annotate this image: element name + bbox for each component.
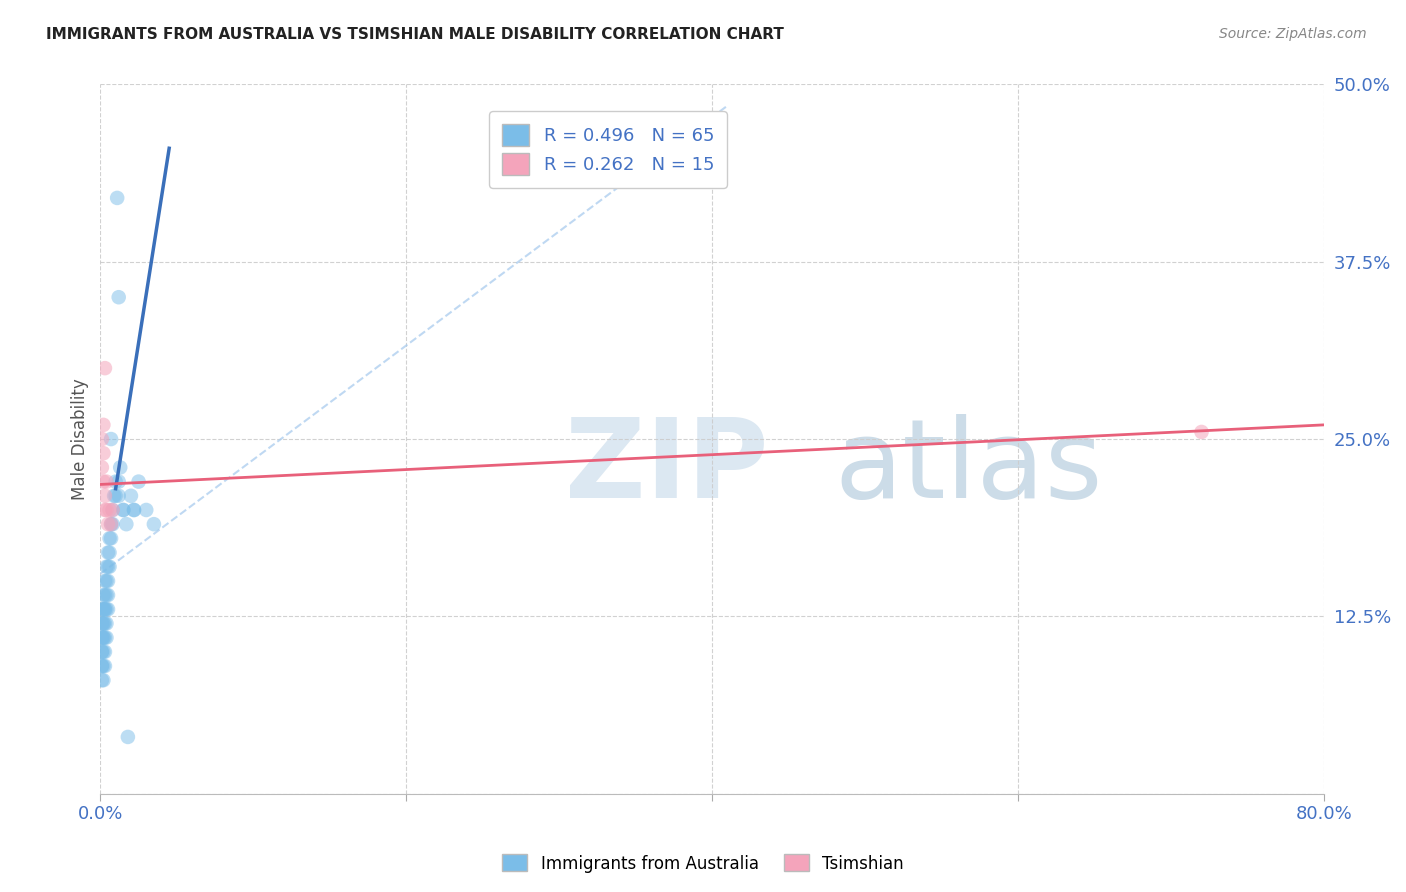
Point <box>96 574 118 588</box>
Point <box>93 616 115 631</box>
Point <box>101 503 124 517</box>
Point <box>94 659 117 673</box>
Point <box>93 659 115 673</box>
Point <box>101 503 124 517</box>
Point <box>94 361 117 376</box>
Point <box>90 432 112 446</box>
Point <box>100 432 122 446</box>
Point <box>98 503 121 517</box>
Legend: Immigrants from Australia, Tsimshian: Immigrants from Australia, Tsimshian <box>496 847 910 880</box>
Point <box>94 631 117 645</box>
Legend: R = 0.496   N = 65, R = 0.262   N = 15: R = 0.496 N = 65, R = 0.262 N = 15 <box>489 112 727 187</box>
Point <box>97 545 120 559</box>
Point <box>90 460 112 475</box>
Text: IMMIGRANTS FROM AUSTRALIA VS TSIMSHIAN MALE DISABILITY CORRELATION CHART: IMMIGRANTS FROM AUSTRALIA VS TSIMSHIAN M… <box>46 27 785 42</box>
Point <box>97 588 120 602</box>
Point <box>90 659 112 673</box>
Point <box>101 517 124 532</box>
Point <box>96 631 118 645</box>
Point <box>122 503 145 517</box>
Point <box>93 673 115 688</box>
Point <box>100 532 122 546</box>
Point <box>122 503 145 517</box>
Point <box>107 489 129 503</box>
Point <box>98 545 121 559</box>
Point <box>98 532 121 546</box>
Point <box>94 503 117 517</box>
Point <box>96 559 118 574</box>
Point <box>90 616 112 631</box>
Point <box>97 602 120 616</box>
Point <box>110 460 132 475</box>
Point <box>96 602 118 616</box>
Point <box>90 616 112 631</box>
Point <box>93 602 115 616</box>
Point <box>94 602 117 616</box>
Point <box>97 559 120 574</box>
Point <box>90 673 112 688</box>
Point <box>135 503 157 517</box>
Point <box>93 588 115 602</box>
Point <box>107 475 129 489</box>
Point <box>93 616 115 631</box>
Point <box>97 574 120 588</box>
Point <box>103 489 125 503</box>
Point <box>142 517 165 532</box>
Point <box>90 631 112 645</box>
Point <box>107 290 129 304</box>
Point <box>94 588 117 602</box>
Point <box>115 517 138 532</box>
Point <box>112 503 135 517</box>
Text: ZIP: ZIP <box>565 414 769 521</box>
Point <box>128 475 150 489</box>
Point <box>97 517 120 532</box>
Point <box>93 602 115 616</box>
Point <box>93 645 115 659</box>
Point <box>90 645 112 659</box>
Text: Source: ZipAtlas.com: Source: ZipAtlas.com <box>1219 27 1367 41</box>
Point <box>93 417 115 432</box>
Point <box>1191 425 1213 439</box>
Point <box>93 631 115 645</box>
Point <box>94 489 117 503</box>
Point <box>120 489 142 503</box>
Point <box>105 191 128 205</box>
Point <box>94 574 117 588</box>
Point <box>96 588 118 602</box>
Point <box>96 616 118 631</box>
Y-axis label: Male Disability: Male Disability <box>72 378 89 500</box>
Text: atlas: atlas <box>835 414 1102 521</box>
Point <box>90 659 112 673</box>
Point <box>93 631 115 645</box>
Point <box>104 489 127 503</box>
Point <box>94 602 117 616</box>
Point <box>90 631 112 645</box>
Point <box>117 730 139 744</box>
Point <box>90 645 112 659</box>
Point <box>94 616 117 631</box>
Point <box>94 645 117 659</box>
Point <box>100 517 122 532</box>
Point <box>100 517 122 532</box>
Point <box>104 475 127 489</box>
Point <box>93 475 115 489</box>
Point <box>90 602 112 616</box>
Point <box>96 503 118 517</box>
Point <box>96 475 118 489</box>
Point <box>93 446 115 460</box>
Point <box>112 503 135 517</box>
Point <box>98 559 121 574</box>
